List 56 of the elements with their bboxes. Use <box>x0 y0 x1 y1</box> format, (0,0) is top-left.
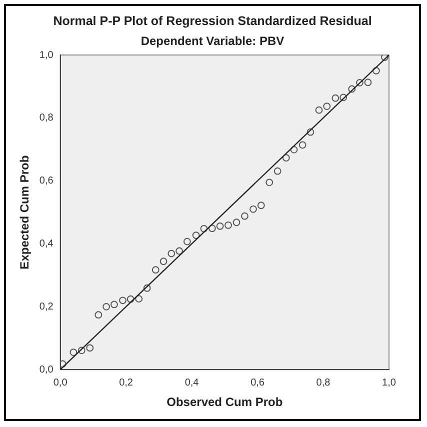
chart-subtitle: Dependent Variable: PBV <box>140 34 286 48</box>
point <box>224 222 232 229</box>
x-tick-label: 0,0 <box>53 377 68 388</box>
point <box>364 78 372 86</box>
point <box>241 212 248 220</box>
point <box>70 348 78 356</box>
point <box>208 224 216 232</box>
point <box>160 258 168 266</box>
point <box>143 284 151 292</box>
x-tick-label: 0,4 <box>184 377 200 388</box>
point <box>323 102 331 110</box>
point <box>78 346 86 354</box>
point <box>232 218 240 226</box>
y-tick-label: 0,8 <box>39 112 54 124</box>
point <box>126 295 134 303</box>
point <box>266 178 274 186</box>
point <box>176 247 183 255</box>
point <box>372 67 380 74</box>
y-tick-label: 1,0 <box>39 50 54 61</box>
point <box>94 311 102 319</box>
y-tick-label: 0,6 <box>39 176 54 187</box>
point <box>110 300 118 308</box>
point <box>86 344 94 352</box>
point <box>102 302 110 310</box>
y-tick-label: 0,0 <box>39 364 54 376</box>
x-tick-label: 0,6 <box>250 377 265 388</box>
point <box>332 94 340 102</box>
point <box>250 205 257 213</box>
x-tick-label: 1,0 <box>382 377 396 388</box>
y-tick-label: 0,2 <box>39 301 54 312</box>
point <box>257 202 265 210</box>
x-tick-label: 0,2 <box>119 377 134 388</box>
y-tick-label: 0,4 <box>39 238 54 250</box>
point <box>183 238 191 246</box>
point <box>298 141 306 149</box>
x-tick-label: 0,8 <box>316 377 331 388</box>
point <box>274 167 282 175</box>
point <box>340 94 348 102</box>
x-axis-title: Observed Cum Prob <box>166 395 283 410</box>
point <box>192 232 200 239</box>
point <box>315 106 323 114</box>
point <box>119 296 126 304</box>
point <box>381 55 388 61</box>
point <box>216 222 224 230</box>
point <box>306 128 314 136</box>
point <box>152 266 160 274</box>
point <box>290 146 298 154</box>
point <box>135 295 143 303</box>
point <box>356 78 364 86</box>
point <box>282 154 290 162</box>
point <box>60 360 66 368</box>
point <box>200 224 208 232</box>
chart-title: Normal P-P Plot of Regression Standardized Residual <box>52 14 373 28</box>
y-axis-title: Expected Cum Prob <box>18 155 32 270</box>
point <box>168 250 176 258</box>
point <box>348 85 356 93</box>
